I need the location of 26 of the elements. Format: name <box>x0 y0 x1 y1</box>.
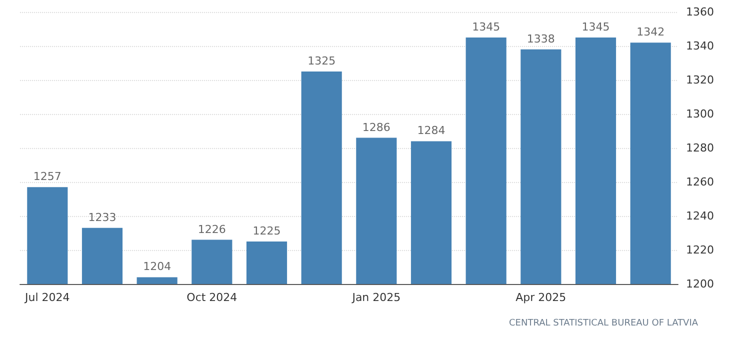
x-tick-label: Apr 2025 <box>516 291 566 304</box>
x-tick-label: Jul 2024 <box>24 291 70 304</box>
data-label: 1286 <box>362 120 390 134</box>
data-label: 1204 <box>143 260 172 274</box>
y-tick-label: 1300 <box>686 108 714 120</box>
data-label: 1345 <box>472 20 500 34</box>
y-tick-label: 1260 <box>686 176 714 188</box>
y-tick-label: 1320 <box>686 74 714 86</box>
data-label: 1226 <box>198 222 226 236</box>
y-tick-label: 1280 <box>686 142 714 154</box>
data-label: 1325 <box>308 54 336 68</box>
x-tick-label: Oct 2024 <box>186 291 238 304</box>
data-label: 1233 <box>88 210 116 224</box>
data-label: 1338 <box>526 32 555 46</box>
y-tick-label: 1240 <box>686 210 714 222</box>
x-tick-label: Jan 2025 <box>351 291 401 304</box>
data-label: 1225 <box>252 224 281 238</box>
data-label: 1284 <box>417 124 446 138</box>
y-tick-label: 1340 <box>686 40 714 52</box>
text: CENTRAL STATISTICAL BUREAU OF LATVIA <box>509 318 699 328</box>
data-label: 1345 <box>582 20 610 34</box>
y-tick-label: 1200 <box>686 278 714 290</box>
y-tick-label: 1360 <box>686 6 714 18</box>
data-label: 1257 <box>33 170 62 184</box>
y-tick-label: 1220 <box>686 244 714 256</box>
data-label: 1342 <box>636 26 665 39</box>
